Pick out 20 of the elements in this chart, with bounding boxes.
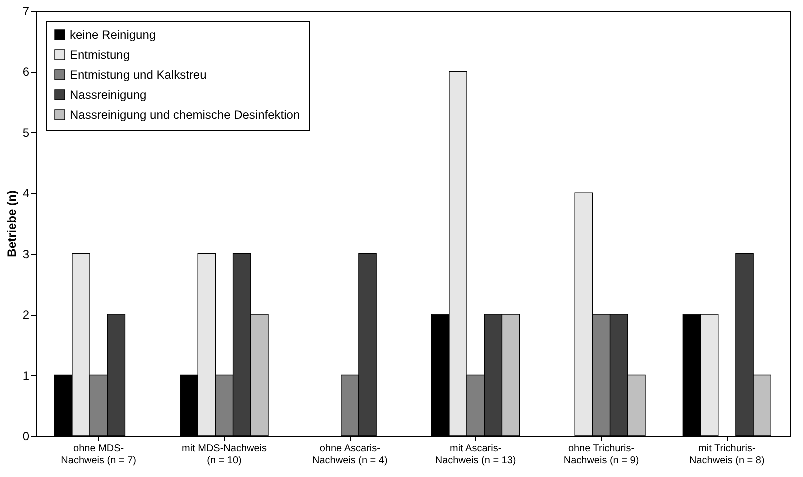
legend-label: Nassreinigung bbox=[70, 88, 147, 102]
x-tick-label: mit Trichuris- Nachweis (n = 8) bbox=[690, 444, 765, 466]
y-tick-label: 6 bbox=[22, 65, 30, 80]
x-tick-label: mit MDS-Nachweis (n = 10) bbox=[182, 444, 268, 466]
legend-label: Entmistung und Kalkstreu bbox=[70, 68, 207, 82]
y-tick-label: 7 bbox=[22, 4, 30, 18]
legend-label: Nassreinigung und chemische Desinfektion bbox=[70, 108, 300, 122]
x-tick-label: ohne Ascaris- Nachweis (n = 4) bbox=[312, 444, 388, 466]
y-tick-label: 2 bbox=[22, 308, 30, 322]
x-tick-label: ohne MDS- Nachweis (n = 7) bbox=[61, 444, 136, 466]
legend-label: keine Reinigung bbox=[70, 28, 156, 42]
y-tick-label: 0 bbox=[22, 430, 30, 444]
x-tick-label: ohne Trichuris- Nachweis (n = 9) bbox=[564, 444, 640, 466]
y-tick-label: 1 bbox=[22, 368, 30, 383]
legend-label: Entmistung bbox=[70, 48, 130, 62]
y-tick-label: 5 bbox=[22, 126, 30, 140]
x-tick-label: mit Ascaris- Nachweis (n = 13) bbox=[435, 444, 516, 466]
y-axis-title: Betriebe (n) bbox=[4, 190, 19, 258]
y-tick-label: 4 bbox=[22, 186, 30, 201]
y-tick-label: 3 bbox=[22, 247, 30, 262]
